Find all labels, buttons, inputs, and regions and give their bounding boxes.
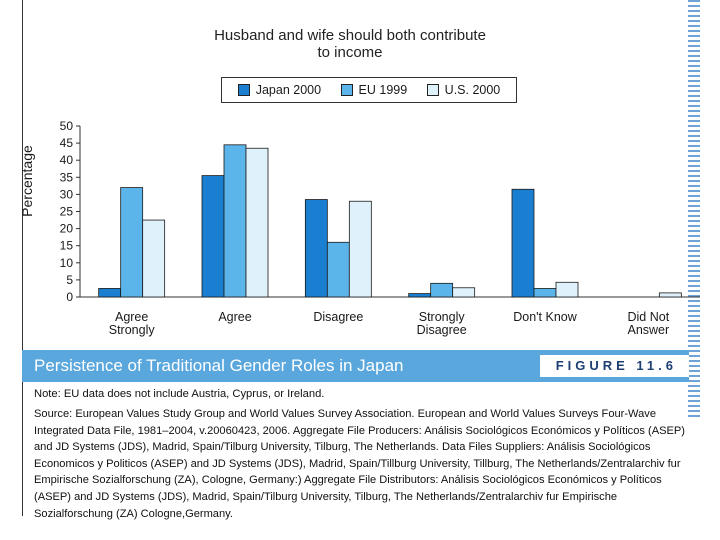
- legend-item-japan: Japan 2000: [237, 83, 322, 97]
- chart-legend: Japan 2000 EU 1999 U.S. 2000: [221, 77, 517, 103]
- bar-japan-2000-3: [408, 293, 432, 298]
- bar-eu-1999-2: [326, 241, 350, 298]
- bar-u-s-2000-0: [142, 219, 166, 298]
- decorative-stripes: [688, 0, 700, 420]
- category-label: Don't Know: [513, 310, 578, 324]
- y-tick-label: 25: [60, 205, 74, 219]
- bar-eu-1999-3: [430, 282, 454, 298]
- bar-eu-1999-1: [223, 144, 247, 298]
- y-tick-label: 30: [60, 187, 74, 201]
- bar-japan-2000-4: [511, 188, 535, 298]
- category-label: Strongly: [109, 323, 156, 337]
- y-tick-label: 45: [60, 136, 74, 150]
- legend-item-eu: EU 1999: [340, 83, 408, 97]
- y-tick-label: 50: [60, 119, 74, 133]
- category-label: Answer: [627, 323, 669, 337]
- left-rule: [22, 0, 23, 516]
- chart-title: Husband and wife should both contribute …: [214, 27, 486, 61]
- bar-japan-2000-1: [201, 175, 225, 298]
- figure-banner: Persistence of Traditional Gender Roles …: [22, 350, 689, 382]
- bar-u-s-2000-3: [452, 287, 476, 298]
- category-label: Disagree: [417, 323, 467, 337]
- bar-eu-1999-4: [533, 288, 557, 298]
- bar-japan-2000-0: [98, 288, 122, 298]
- category-label: Agree: [218, 310, 251, 324]
- legend-swatch-eu: [340, 84, 353, 96]
- bar-eu-1999-0: [120, 187, 144, 298]
- source-citation: Source: European Values Study Group and …: [34, 408, 686, 520]
- bar-u-s-2000-2: [348, 200, 372, 298]
- category-label: Did Not: [627, 310, 669, 324]
- figure-label: FIGURE 11.6: [539, 355, 689, 377]
- y-tick-label: 40: [60, 153, 74, 167]
- y-tick-label: 20: [60, 222, 74, 236]
- bar-u-s-2000-5: [658, 292, 682, 298]
- bar-u-s-2000-1: [245, 147, 269, 298]
- bar-japan-2000-2: [304, 199, 328, 298]
- category-label: Agree: [115, 310, 148, 324]
- category-label: Strongly: [419, 310, 466, 324]
- legend-label-eu: EU 1999: [358, 83, 408, 97]
- y-tick-label: 0: [66, 290, 73, 304]
- y-tick-label: 35: [60, 170, 74, 184]
- legend-label-japan: Japan 2000: [255, 83, 322, 97]
- legend-label-us: U.S. 2000: [444, 83, 501, 97]
- category-label: Disagree: [313, 310, 363, 324]
- y-tick-label: 15: [60, 239, 74, 253]
- y-tick-label: 5: [66, 273, 73, 287]
- y-tick-label: 10: [60, 256, 74, 270]
- banner-title: Persistence of Traditional Gender Roles …: [34, 356, 404, 375]
- chart-note: Note: EU data does not include Austria, …: [34, 388, 325, 400]
- legend-item-us: U.S. 2000: [426, 83, 501, 97]
- bar-u-s-2000-4: [555, 281, 579, 298]
- legend-swatch-us: [426, 84, 439, 96]
- legend-swatch-japan: [237, 84, 250, 96]
